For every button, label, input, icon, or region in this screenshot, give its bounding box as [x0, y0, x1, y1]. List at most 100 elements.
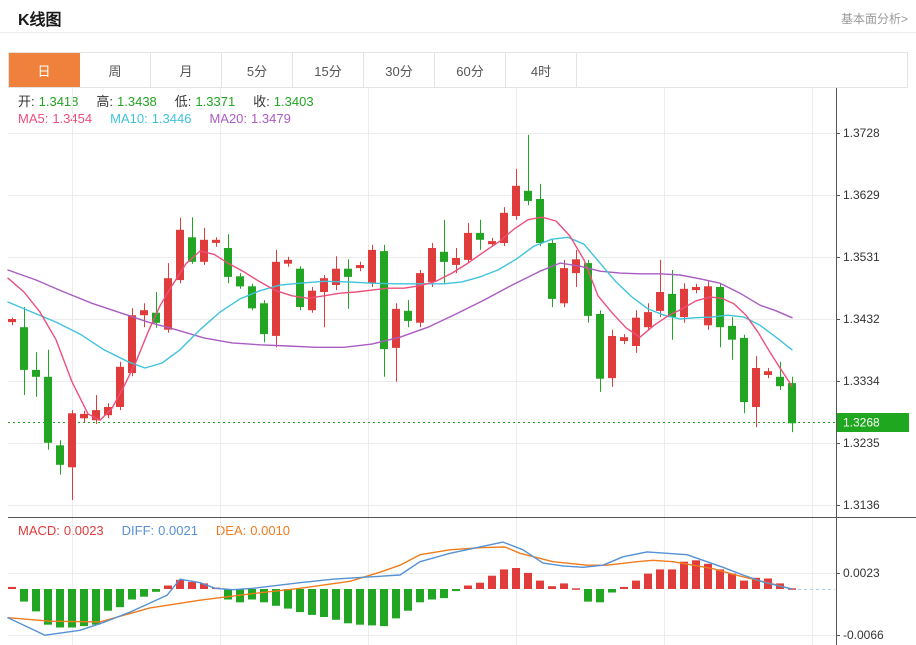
fundamental-analysis-link[interactable]: 基本面分析>: [840, 12, 908, 26]
macd-bar[interactable]: [464, 585, 472, 590]
macd-bar[interactable]: [500, 569, 508, 589]
candle[interactable]: [620, 334, 628, 345]
candle[interactable]: [104, 403, 112, 419]
macd-bar[interactable]: [32, 589, 40, 612]
macd-bar[interactable]: [740, 580, 748, 589]
candle[interactable]: [548, 239, 556, 308]
candle[interactable]: [464, 222, 472, 264]
candle[interactable]: [128, 308, 136, 377]
macd-bar[interactable]: [272, 589, 280, 606]
macd-bar[interactable]: [584, 589, 592, 602]
candle[interactable]: [44, 349, 52, 450]
macd-bar[interactable]: [308, 589, 316, 615]
candle[interactable]: [320, 275, 328, 328]
macd-bar[interactable]: [632, 580, 640, 589]
macd-bar[interactable]: [356, 589, 364, 625]
candle[interactable]: [392, 303, 400, 382]
macd-bar[interactable]: [176, 579, 184, 589]
macd-bar[interactable]: [80, 589, 88, 627]
tab-日[interactable]: 日: [9, 53, 80, 87]
candle[interactable]: [224, 234, 232, 284]
macd-bar[interactable]: [680, 561, 688, 589]
macd-bar[interactable]: [188, 582, 196, 589]
candle[interactable]: [68, 410, 76, 500]
candle[interactable]: [272, 249, 280, 348]
macd-bar[interactable]: [92, 589, 100, 625]
macd-bar[interactable]: [200, 583, 208, 589]
candle[interactable]: [728, 317, 736, 360]
macd-bar[interactable]: [20, 589, 28, 602]
candle[interactable]: [56, 440, 64, 475]
macd-bar[interactable]: [116, 589, 124, 608]
macd-bar[interactable]: [224, 589, 232, 600]
candle[interactable]: [20, 307, 28, 395]
candle[interactable]: [404, 300, 412, 328]
candle[interactable]: [536, 183, 544, 247]
candle[interactable]: [428, 243, 436, 287]
macd-bar[interactable]: [332, 589, 340, 620]
candle[interactable]: [368, 244, 376, 287]
macd-bar[interactable]: [8, 586, 16, 589]
macd-bar[interactable]: [260, 589, 268, 603]
candle[interactable]: [308, 287, 316, 313]
candle[interactable]: [500, 207, 508, 247]
macd-bar[interactable]: [428, 589, 436, 600]
candle[interactable]: [236, 273, 244, 289]
tab-30分[interactable]: 30分: [364, 53, 435, 87]
tab-周[interactable]: 周: [80, 53, 151, 87]
tab-60分[interactable]: 60分: [435, 53, 506, 87]
macd-bar[interactable]: [608, 589, 616, 593]
macd-bar[interactable]: [512, 568, 520, 589]
candle[interactable]: [200, 227, 208, 265]
macd-bar[interactable]: [668, 569, 676, 589]
macd-bar[interactable]: [524, 572, 532, 589]
candle[interactable]: [332, 256, 340, 291]
candle[interactable]: [596, 310, 604, 392]
candle[interactable]: [356, 261, 364, 272]
macd-bar[interactable]: [296, 589, 304, 613]
macd-bar[interactable]: [320, 589, 328, 617]
macd-bar[interactable]: [476, 582, 484, 589]
macd-bar[interactable]: [380, 589, 388, 627]
candle[interactable]: [116, 361, 124, 411]
macd-bar[interactable]: [56, 589, 64, 628]
macd-bar[interactable]: [572, 588, 580, 590]
candle[interactable]: [440, 219, 448, 284]
macd-bar[interactable]: [548, 586, 556, 589]
candle[interactable]: [668, 270, 676, 340]
candle[interactable]: [644, 303, 652, 330]
candle[interactable]: [164, 263, 172, 333]
candle[interactable]: [524, 134, 532, 206]
macd-bar[interactable]: [536, 580, 544, 589]
macd-bar[interactable]: [368, 589, 376, 626]
macd-bar[interactable]: [440, 589, 448, 599]
macd-bar[interactable]: [68, 589, 76, 628]
macd-bar[interactable]: [488, 575, 496, 589]
candle[interactable]: [80, 410, 88, 423]
macd-bar[interactable]: [752, 577, 760, 589]
candle[interactable]: [152, 292, 160, 328]
tab-月[interactable]: 月: [151, 53, 222, 87]
candle[interactable]: [452, 248, 460, 274]
macd-bar[interactable]: [152, 589, 160, 592]
candle[interactable]: [260, 300, 268, 343]
macd-bar[interactable]: [404, 589, 412, 611]
macd-bar[interactable]: [392, 589, 400, 619]
candle[interactable]: [188, 217, 196, 264]
candle[interactable]: [488, 237, 496, 247]
candle[interactable]: [752, 356, 760, 428]
macd-bar[interactable]: [44, 589, 52, 625]
candle[interactable]: [608, 329, 616, 387]
macd-bar[interactable]: [596, 589, 604, 603]
candle[interactable]: [416, 270, 424, 328]
candle[interactable]: [632, 310, 640, 353]
candle[interactable]: [344, 259, 352, 309]
macd-bar[interactable]: [656, 569, 664, 589]
tab-15分[interactable]: 15分: [293, 53, 364, 87]
macd-bar[interactable]: [716, 569, 724, 589]
macd-bar[interactable]: [728, 573, 736, 589]
candle[interactable]: [284, 256, 292, 267]
candle[interactable]: [764, 368, 772, 379]
candle[interactable]: [656, 259, 664, 318]
candle[interactable]: [572, 249, 580, 287]
